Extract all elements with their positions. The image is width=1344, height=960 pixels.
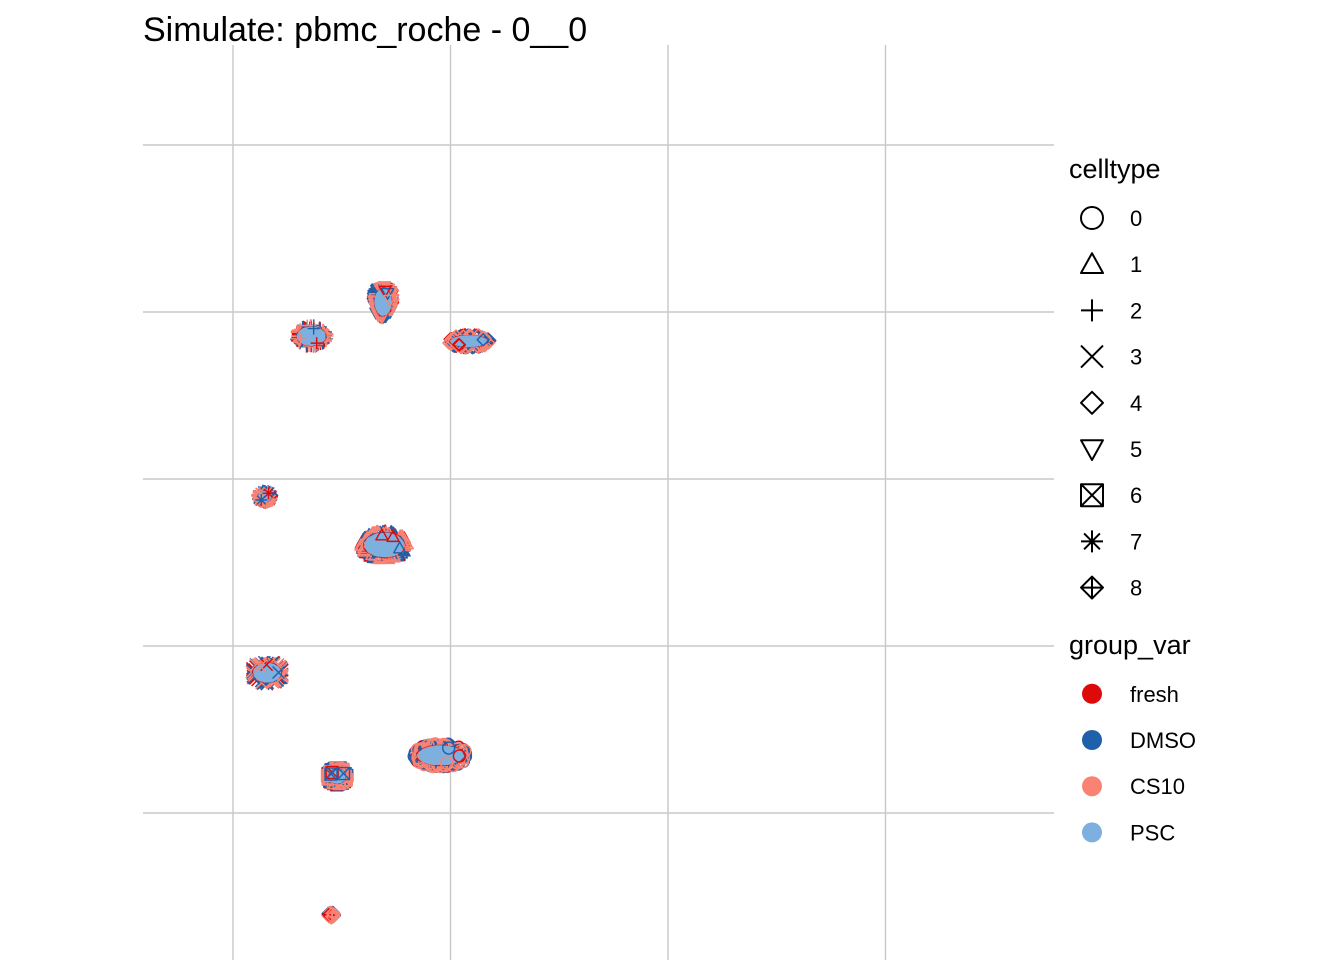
point-outlier [325, 906, 340, 920]
legend-label: 4 [1130, 391, 1142, 416]
legend-label: 8 [1130, 576, 1142, 601]
point-outlier [380, 287, 395, 301]
chart-title: Simulate: pbmc_roche - 0__0 [143, 11, 587, 49]
cluster-celltype-7 [251, 484, 279, 509]
legend-item-fresh: fresh [1082, 682, 1179, 707]
legend-label: 3 [1130, 345, 1142, 370]
point-outlier [439, 756, 454, 770]
legend-label: 6 [1130, 483, 1142, 508]
legend-label: PSC [1130, 820, 1175, 845]
legend-label: 0 [1130, 206, 1142, 231]
legend-symbol-circle [1080, 206, 1104, 230]
legend-color-swatch [1082, 822, 1102, 843]
cluster-celltype-0 [407, 737, 473, 774]
legend-title: celltype [1069, 154, 1161, 184]
point-outlier [310, 337, 323, 350]
legend-symbol-asterisk [1081, 530, 1103, 553]
point-outlier [476, 332, 490, 347]
legend-item-4: 4 [1080, 390, 1142, 416]
legend-symbol-triangle-up [1080, 252, 1104, 275]
legend-title: group_var [1069, 630, 1191, 660]
point-cs10 [377, 281, 392, 294]
legend-item-5: 5 [1080, 437, 1142, 462]
point-outlier [386, 529, 400, 543]
legend-item-8: 8 [1080, 575, 1142, 601]
point-outlier [262, 487, 275, 500]
legend-item-6: 6 [1080, 483, 1142, 508]
point-outlier [442, 741, 456, 755]
point-outlier [255, 494, 268, 507]
cluster-celltype-2 [290, 319, 334, 353]
point-outlier [452, 338, 467, 352]
point-outlier [383, 294, 397, 307]
legend-symbol-triangle-down [1080, 439, 1104, 461]
point-cs10 [265, 493, 278, 506]
legend-item-3: 3 [1080, 344, 1142, 370]
legend-item-1: 1 [1080, 252, 1142, 277]
point-outlier [375, 528, 389, 541]
point-outlier [294, 333, 307, 346]
legend-item-psc: PSC [1082, 820, 1175, 845]
cluster-celltype-5 [366, 281, 400, 325]
legend-item-0: 0 [1080, 206, 1142, 231]
legend-celltype: celltype 0 1 2 3 4 5 6 7 8 [1069, 154, 1161, 601]
legend-color-swatch [1082, 730, 1102, 750]
legend-symbol-diamond-plus [1080, 575, 1104, 600]
cluster-celltype-8 [321, 905, 341, 925]
legend-item-7: 7 [1081, 529, 1142, 554]
point-outlier [324, 767, 338, 781]
legend-label: 2 [1130, 298, 1142, 323]
cluster-celltype-6 [320, 760, 354, 792]
legend-item-cs10: CS10 [1082, 774, 1185, 799]
cluster-body-psc [297, 326, 326, 346]
cluster-celltype-4 [442, 328, 497, 355]
legend-label: fresh [1130, 682, 1179, 707]
legend-label: 7 [1130, 529, 1142, 554]
legend-symbol-diamond [1080, 390, 1104, 415]
point-outlier [272, 665, 286, 679]
legend-label: CS10 [1130, 774, 1185, 799]
point-outlier [452, 749, 467, 763]
point-outlier [307, 322, 320, 335]
legend-item-dmso: DMSO [1082, 728, 1196, 753]
cluster-celltype-1 [354, 524, 414, 565]
point-outlier [378, 285, 392, 298]
grid [143, 45, 1054, 960]
clusters [245, 281, 497, 925]
legend-symbol-square-cross [1080, 483, 1104, 508]
legend-color-swatch [1082, 776, 1102, 797]
legend-item-2: 2 [1081, 298, 1142, 323]
legend-label: 1 [1130, 252, 1142, 277]
legend-symbol-cross [1080, 344, 1104, 369]
legend-label: 5 [1130, 437, 1142, 462]
legend-color-swatch [1082, 683, 1102, 704]
legend-label: DMSO [1130, 728, 1196, 753]
cluster-celltype-3 [245, 655, 289, 691]
point-outlier [253, 659, 267, 673]
legend-symbol-plus [1081, 299, 1103, 322]
point-outlier [393, 541, 407, 554]
